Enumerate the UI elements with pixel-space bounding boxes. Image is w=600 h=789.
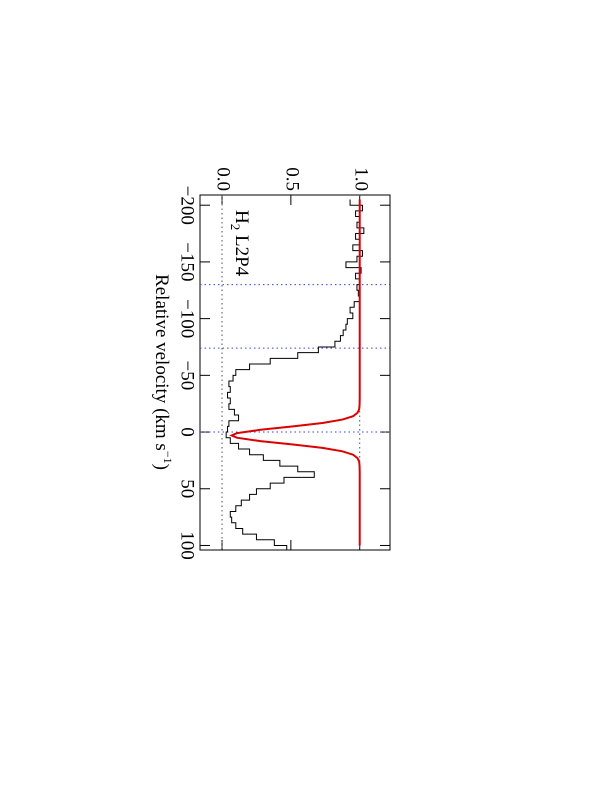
axis-label-main: Relative velocity (km s <box>151 274 172 451</box>
plot-frame <box>199 194 391 551</box>
x-tick-label: −200 <box>177 186 198 225</box>
x-tick-label: 50 <box>177 479 198 498</box>
y-tick-label: 1.0 <box>350 167 371 191</box>
x-tick-label: −150 <box>177 242 198 281</box>
annotation-main: H <box>231 210 252 224</box>
annotation-sub: 2 <box>228 224 243 231</box>
y-tick-label: 0.0 <box>213 167 234 191</box>
x-tick-label: 100 <box>177 531 198 560</box>
y-tick-label: 0.5 <box>282 167 303 191</box>
annotation-rest: L2P4 <box>231 230 252 276</box>
data-line <box>229 199 361 546</box>
x-tick-label: 0 <box>177 427 198 437</box>
annotation: H2 L2P4 <box>228 210 252 277</box>
x-tick-label: −100 <box>177 299 198 338</box>
axis-label-sup: −1 <box>161 451 175 464</box>
data-line <box>225 199 365 550</box>
axis-label: Relative velocity (km s−1) <box>151 274 176 470</box>
x-tick-label: −50 <box>177 360 198 390</box>
axis-label-end: ) <box>151 464 172 470</box>
